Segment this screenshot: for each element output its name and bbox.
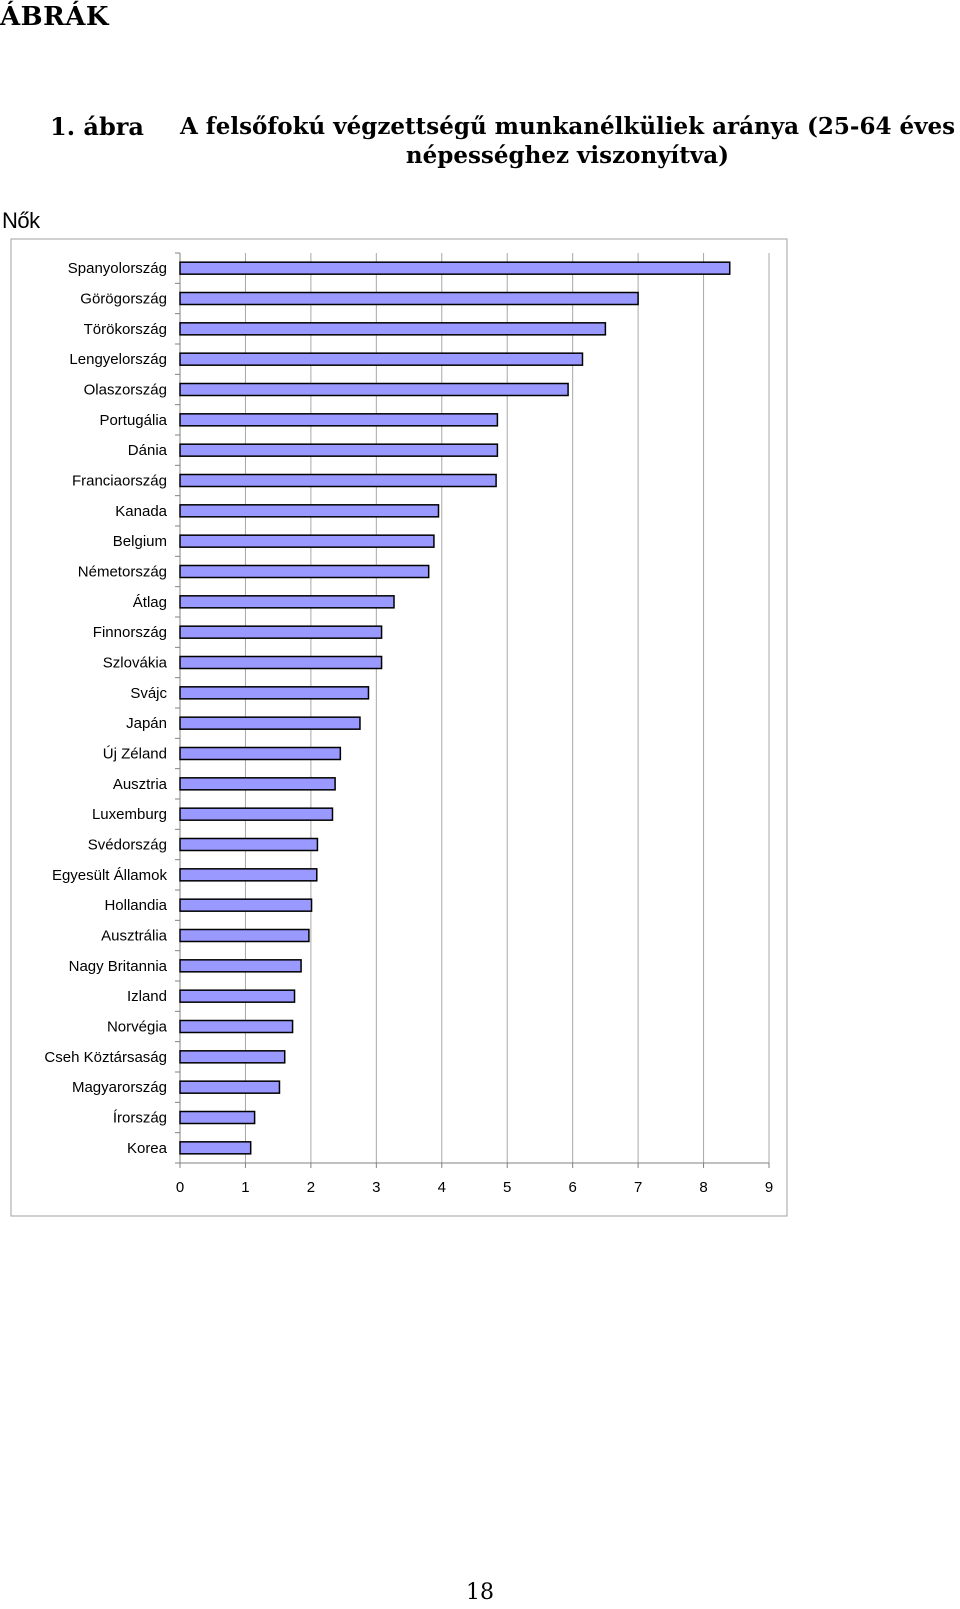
x-tick-label: 1 bbox=[241, 1179, 249, 1196]
category-label: Svájc bbox=[130, 685, 167, 702]
x-tick-label: 9 bbox=[765, 1179, 773, 1196]
figure-title: A felsőfokú végzettségű munkanélküliek a… bbox=[179, 113, 956, 169]
category-label: Nagy Britannia bbox=[69, 958, 168, 975]
figure-number: 1. ábra bbox=[50, 112, 144, 141]
bar bbox=[179, 686, 370, 700]
category-label: Egyesült Államok bbox=[52, 867, 168, 884]
category-label: Franciaország bbox=[72, 473, 167, 490]
category-label: Görögország bbox=[80, 291, 167, 308]
bar bbox=[179, 777, 336, 791]
bar bbox=[179, 1050, 286, 1064]
bar bbox=[179, 716, 361, 730]
bar bbox=[179, 382, 569, 397]
category-label: Új Zéland bbox=[103, 746, 167, 763]
category-label: Ausztrália bbox=[101, 928, 168, 945]
bar-chart: Spanyolország Görögország Törökország Lengy… bbox=[10, 238, 788, 1217]
bar bbox=[179, 989, 296, 1003]
bar bbox=[179, 413, 499, 427]
bar bbox=[179, 1141, 252, 1155]
category-label: Finnország bbox=[93, 624, 167, 641]
category-label: Japán bbox=[126, 715, 167, 732]
bar bbox=[179, 534, 435, 548]
gridlines bbox=[244, 253, 770, 1163]
category-labels: Spanyolország Görögország Törökország Lengy… bbox=[44, 260, 167, 1157]
category-label: Átlag bbox=[133, 594, 167, 611]
category-label: Magyarország bbox=[72, 1079, 167, 1096]
bar bbox=[179, 746, 342, 761]
category-label: Spanyolország bbox=[68, 260, 167, 277]
x-tick-label: 6 bbox=[568, 1179, 576, 1196]
bar bbox=[179, 322, 607, 336]
bar bbox=[179, 443, 499, 457]
page-number: 18 bbox=[466, 1580, 494, 1605]
category-label: Korea bbox=[127, 1140, 168, 1157]
category-label: Belgium bbox=[113, 533, 167, 550]
category-label: Törökország bbox=[84, 321, 167, 338]
bar bbox=[179, 868, 318, 882]
x-tick-label: 0 bbox=[176, 1179, 184, 1196]
bar bbox=[179, 1110, 256, 1125]
axes bbox=[175, 252, 770, 1168]
x-tick-label: 3 bbox=[372, 1179, 380, 1196]
category-label: Írország bbox=[113, 1110, 167, 1127]
category-label: Svédország bbox=[88, 837, 167, 854]
bars bbox=[179, 261, 731, 1155]
panel-label: Nők bbox=[2, 208, 40, 233]
category-label: Hollandia bbox=[104, 897, 167, 914]
bar bbox=[179, 564, 430, 579]
bar bbox=[179, 1080, 281, 1094]
x-tick-label: 4 bbox=[438, 1179, 446, 1196]
category-label: Cseh Köztársaság bbox=[44, 1049, 167, 1066]
bar bbox=[179, 959, 302, 973]
category-label: Dánia bbox=[128, 442, 168, 459]
bar bbox=[179, 595, 395, 609]
category-label: Izland bbox=[127, 988, 167, 1005]
bar bbox=[179, 898, 313, 912]
bar bbox=[179, 473, 497, 488]
bar bbox=[179, 291, 639, 306]
tick-labels: 0 1 2 3 4 5 6 7 8 9 bbox=[176, 1179, 773, 1196]
section-heading: ÁBRÁK bbox=[0, 2, 110, 32]
category-label: Szlovákia bbox=[103, 655, 168, 672]
x-tick-label: 7 bbox=[634, 1179, 642, 1196]
category-label: Kanada bbox=[115, 503, 167, 520]
bar bbox=[179, 807, 334, 821]
category-label: Portugália bbox=[99, 412, 167, 429]
bar bbox=[179, 504, 440, 518]
chart-frame bbox=[10, 238, 788, 1217]
category-label: Lengyelország bbox=[69, 351, 167, 368]
x-tick-label: 5 bbox=[503, 1179, 511, 1196]
bar bbox=[179, 625, 383, 639]
category-label: Olaszország bbox=[84, 382, 167, 399]
bar bbox=[179, 261, 731, 275]
category-label: Luxemburg bbox=[92, 806, 167, 823]
bar bbox=[179, 1019, 294, 1034]
bar bbox=[179, 352, 584, 366]
bar bbox=[179, 655, 383, 670]
bar bbox=[179, 837, 319, 852]
bar bbox=[179, 928, 310, 943]
x-tick-label: 8 bbox=[699, 1179, 707, 1196]
category-label: Ausztria bbox=[113, 776, 168, 793]
x-tick-label: 2 bbox=[307, 1179, 315, 1196]
category-label: Németország bbox=[78, 564, 167, 581]
category-label: Norvégia bbox=[107, 1019, 168, 1036]
